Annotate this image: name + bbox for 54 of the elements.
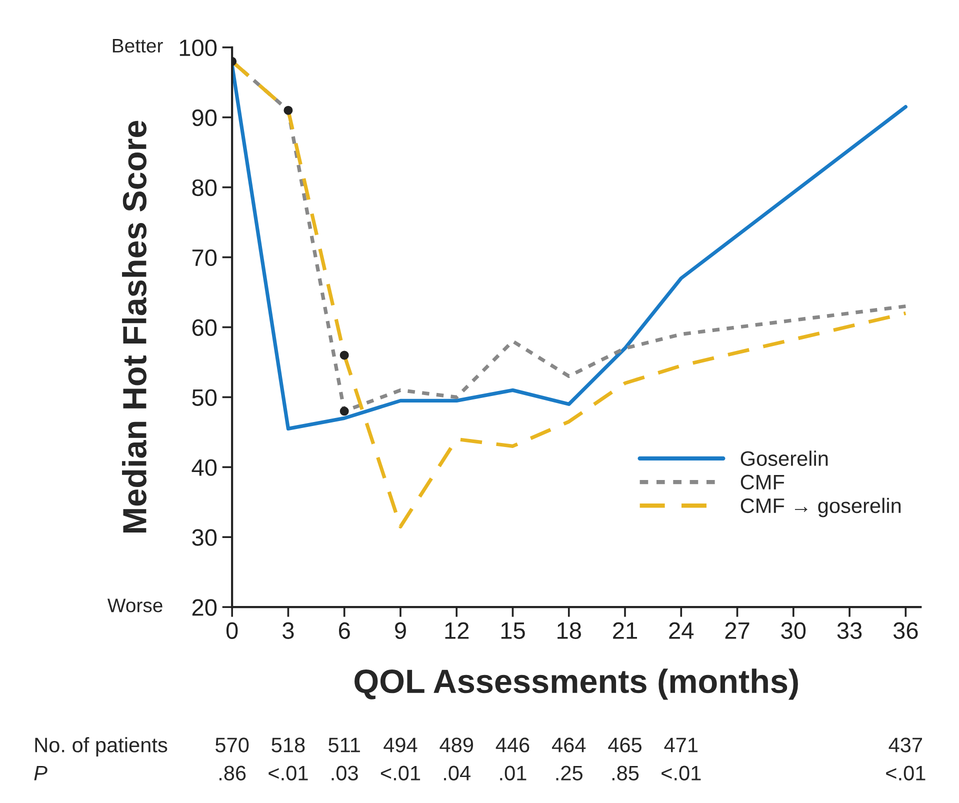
legend-label: CMF [740, 474, 784, 490]
text: 489 [440, 738, 474, 752]
text: 437 [888, 738, 922, 752]
text: .25 [556, 766, 582, 780]
x-tick-label: 0 [226, 622, 238, 639]
text: 570 [216, 738, 249, 752]
x-tick-label: 3 [282, 622, 294, 639]
x-tick-label: 33 [837, 622, 862, 639]
x-axis-title: QOL Assessments (months) [354, 668, 798, 700]
x-tick-label: 30 [781, 622, 806, 639]
x-tick-label: 6 [338, 622, 350, 639]
text: Better [112, 39, 163, 53]
text: <.01 [268, 766, 308, 780]
text: <.01 [886, 766, 926, 780]
y-tick-label: 20 [192, 599, 217, 616]
text: .04 [444, 766, 470, 780]
text: .03 [332, 766, 358, 780]
y-tick-label: 60 [192, 319, 217, 336]
y-tick-label: 70 [192, 249, 217, 266]
text: 464 [552, 738, 586, 752]
x-tick-label: 24 [669, 622, 694, 639]
text: .85 [612, 766, 639, 780]
text: <.01 [662, 766, 701, 780]
x-tick-label: 21 [613, 622, 637, 639]
x-tick-label: 18 [558, 622, 581, 639]
x-tick-label: 9 [395, 622, 406, 639]
text: .01 [500, 766, 526, 780]
x-tick-label: 27 [725, 622, 750, 639]
y-tick-label: 100 [180, 39, 217, 56]
point [340, 350, 349, 360]
legend-label: Goserelin [740, 450, 828, 466]
x-tick-label: 15 [501, 622, 525, 639]
point [284, 106, 293, 115]
y-tick-label: 90 [192, 109, 217, 126]
x-tick-label: 36 [893, 622, 918, 639]
y-tick-label: 50 [192, 389, 217, 406]
text: P [34, 766, 48, 780]
legend-label: CMF → goserelin [740, 498, 901, 518]
text: 471 [664, 738, 698, 752]
text: .86 [220, 766, 246, 780]
x-tick-label: 12 [445, 622, 469, 639]
y-tick-label: 40 [192, 459, 217, 476]
y-axis-title: Median Hot Flashes Score [122, 120, 147, 532]
y-tick-label: 30 [192, 529, 217, 546]
text: Worse [107, 598, 162, 612]
text: 518 [272, 738, 305, 752]
text: 511 [328, 738, 360, 752]
text: 446 [496, 738, 530, 752]
text: 465 [608, 738, 642, 752]
text: No. of patients [35, 737, 168, 756]
text: <.01 [380, 766, 420, 780]
y-tick-label: 80 [192, 179, 217, 196]
point [340, 406, 349, 416]
text: 494 [384, 738, 418, 752]
